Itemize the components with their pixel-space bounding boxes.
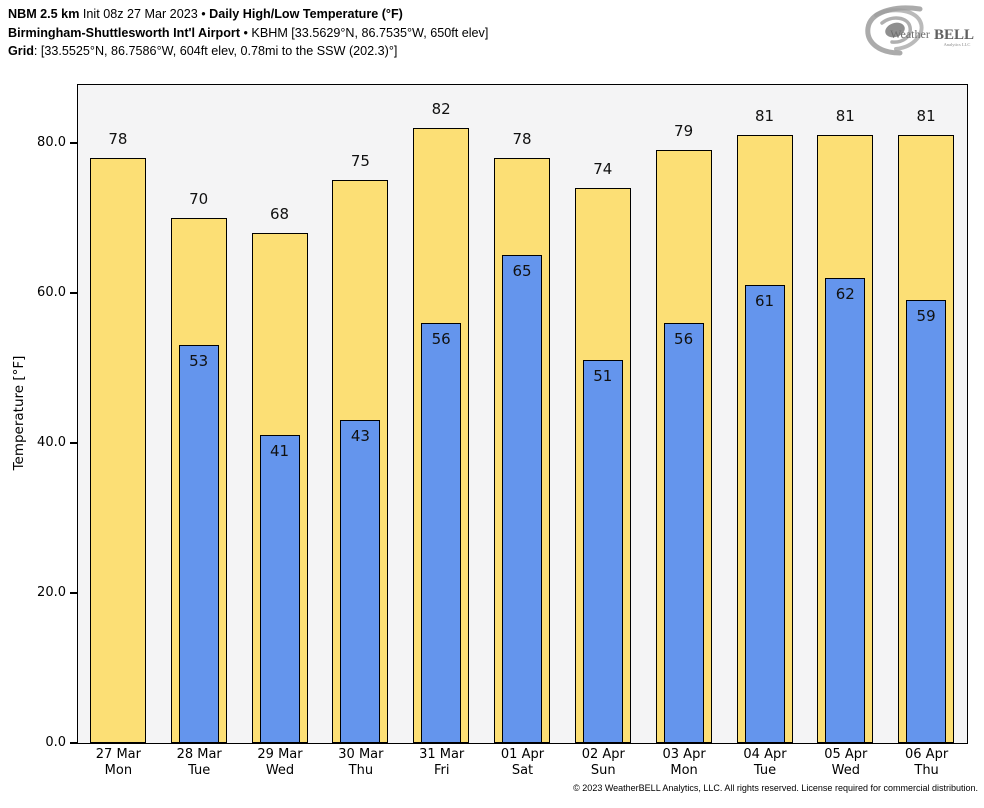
x-tick-date: 05 Apr xyxy=(824,747,868,762)
model-name: NBM 2.5 km xyxy=(8,7,80,21)
chart-header: NBM 2.5 km Init 08z 27 Mar 2023 • Daily … xyxy=(8,5,488,61)
x-tick-day: Sun xyxy=(590,762,616,778)
y-tick-label: 60.0 xyxy=(37,284,66,300)
x-tick-label: 05 Apr Wed xyxy=(801,747,891,779)
high-bar xyxy=(89,157,146,743)
high-value-label: 78 xyxy=(108,129,128,148)
high-value-label: 75 xyxy=(350,151,370,170)
high-value-label: 81 xyxy=(835,106,855,125)
low-bar-with-value-label: 51 xyxy=(582,359,623,743)
grid-info: : [33.5525°N, 86.7586°W, 604ft elev, 0.7… xyxy=(33,44,398,59)
x-tick-day: Fri xyxy=(433,762,450,778)
low-bar-with-value-label: 59 xyxy=(906,299,947,743)
x-tick-day: Mon xyxy=(104,762,133,778)
x-tick-label: 27 Mar Mon xyxy=(73,747,163,779)
y-tick-label: 40.0 xyxy=(37,434,66,450)
plot-area: 78 70 53 68 41 75 43 82 56 78 65 74 51 79 56 81 61 81 62 81… xyxy=(76,83,968,744)
x-tick-date: 31 Mar xyxy=(419,747,465,762)
logo-subtitle: Analytics LLC xyxy=(944,42,971,47)
x-tick-day: Tue xyxy=(188,762,211,778)
x-tick-date: 29 Mar xyxy=(257,747,303,762)
low-bar-with-value-label: 56 xyxy=(421,322,462,743)
station-info: • KBHM [33.5629°N, 86.7535°W, 650ft elev… xyxy=(240,25,489,40)
y-tick-mark xyxy=(70,292,77,294)
y-tick-mark xyxy=(70,742,77,744)
y-tick-mark xyxy=(70,142,77,144)
logo-text-weather: Weather xyxy=(890,27,930,41)
x-tick-label: 01 Apr Sat xyxy=(478,747,568,779)
y-tick-label: 20.0 xyxy=(37,584,66,600)
x-tick-day: Wed xyxy=(831,762,860,778)
high-value-label: 82 xyxy=(431,99,451,118)
grid-label: Grid xyxy=(8,44,34,59)
x-tick-label: 02 Apr Sun xyxy=(558,747,648,779)
title-line-2: Birmingham-Shuttlesworth Int'l Airport •… xyxy=(8,24,488,43)
x-tick-label: 29 Mar Wed xyxy=(235,747,325,779)
y-tick-mark xyxy=(70,592,77,594)
high-value-label: 74 xyxy=(593,159,613,178)
x-tick-day: Sat xyxy=(511,762,534,778)
x-tick-day: Thu xyxy=(348,762,374,778)
x-tick-label: 04 Apr Tue xyxy=(720,747,810,779)
station-name: Birmingham-Shuttlesworth Int'l Airport xyxy=(8,25,241,40)
x-tick-date: 27 Mar xyxy=(95,747,141,762)
low-bar-with-value-label: 65 xyxy=(502,254,542,743)
product-name: Daily High/Low Temperature (°F) xyxy=(209,7,403,21)
x-tick-date: 30 Mar xyxy=(338,747,384,762)
x-tick-day: Mon xyxy=(670,762,698,778)
logo-text-bell: BELL xyxy=(934,27,974,43)
x-tick-label: 30 Mar Thu xyxy=(316,747,406,779)
high-value-label: 78 xyxy=(512,129,532,148)
x-tick-date: 28 Mar xyxy=(176,747,222,762)
high-value-label: 68 xyxy=(269,204,290,223)
copyright-text: © 2023 WeatherBELL Analytics, LLC. All r… xyxy=(573,783,978,793)
y-tick-mark xyxy=(70,442,77,444)
x-tick-date: 02 Apr xyxy=(581,747,625,762)
low-bar-with-value-label: 43 xyxy=(340,419,381,743)
x-tick-day: Wed xyxy=(265,762,295,778)
high-value-label: 81 xyxy=(916,106,936,125)
title-line-3: Grid: [33.5525°N, 86.7586°W, 604ft elev,… xyxy=(8,42,488,61)
high-value-label: 81 xyxy=(754,106,775,125)
x-tick-date: 03 Apr xyxy=(662,747,706,762)
weatherbell-logo: Weather BELL Analytics LLC xyxy=(862,3,980,57)
x-tick-label: 28 Mar Tue xyxy=(154,747,244,779)
init-time: Init 08z 27 Mar 2023 • xyxy=(79,7,210,21)
x-tick-label: 03 Apr Mon xyxy=(639,747,729,779)
x-tick-day: Tue xyxy=(753,762,777,778)
x-tick-date: 06 Apr xyxy=(905,747,949,762)
x-tick-date: 04 Apr xyxy=(743,747,787,762)
low-bar-with-value-label: 61 xyxy=(744,284,785,743)
y-tick-label: 80.0 xyxy=(37,134,66,150)
x-tick-day: Thu xyxy=(914,762,939,778)
y-tick-label: 0.0 xyxy=(45,735,66,750)
low-bar-with-value-label: 53 xyxy=(178,344,219,743)
title-line-1: NBM 2.5 km Init 08z 27 Mar 2023 • Daily … xyxy=(8,5,488,24)
high-value-label: 70 xyxy=(189,189,209,208)
x-tick-label: 31 Mar Fri xyxy=(397,747,487,779)
low-bar-with-value-label: 41 xyxy=(259,434,300,743)
y-axis-title: Temperature [°F] xyxy=(11,355,27,471)
x-tick-label: 06 Apr Thu xyxy=(882,747,972,779)
low-bar-with-value-label: 56 xyxy=(663,322,704,743)
high-value-label: 79 xyxy=(674,121,694,140)
low-bar-with-value-label: 62 xyxy=(825,277,866,743)
hurricane-swirl-icon: Weather BELL Analytics LLC xyxy=(865,5,974,56)
x-tick-date: 01 Apr xyxy=(500,747,545,762)
